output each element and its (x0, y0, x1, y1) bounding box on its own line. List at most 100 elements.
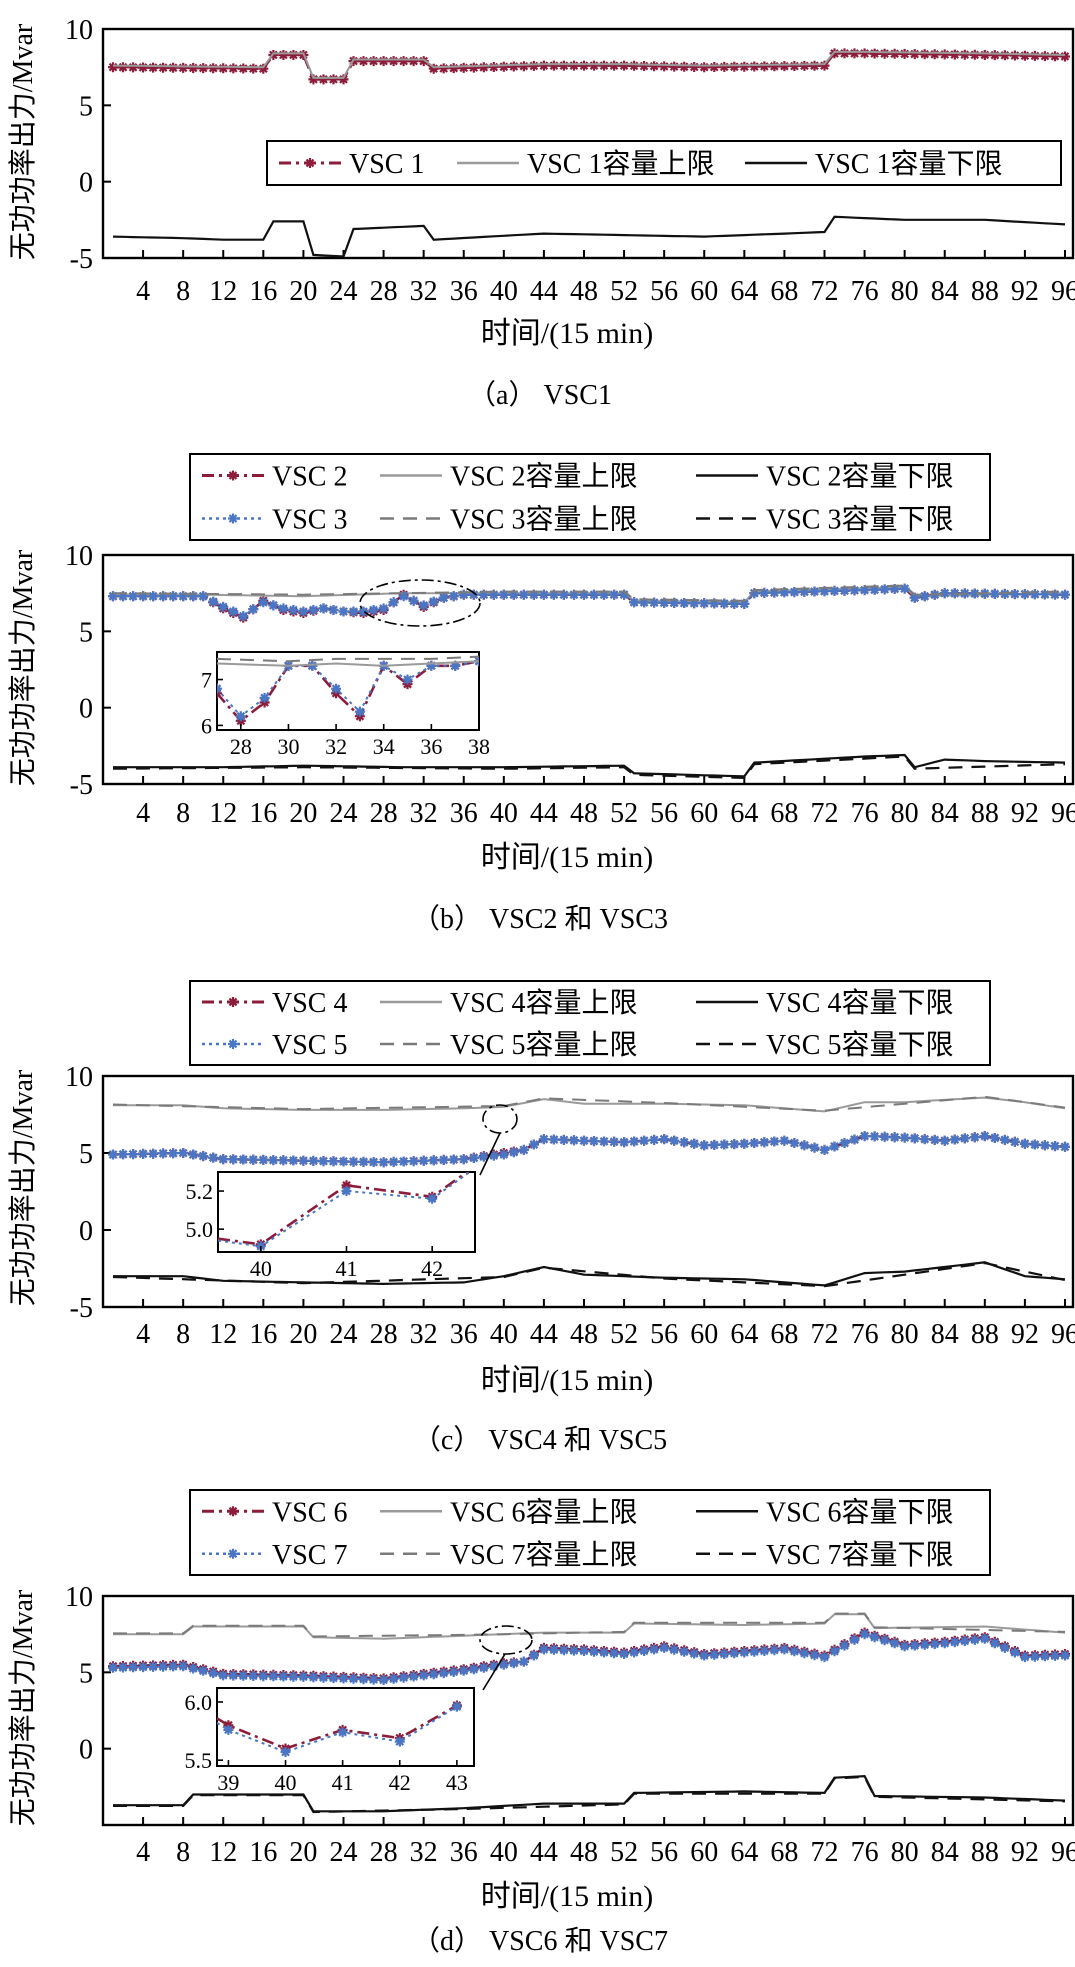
x-tick-label: 60 (690, 276, 718, 307)
series-point (749, 61, 760, 72)
series-point (538, 1644, 549, 1655)
series-point (809, 586, 820, 597)
series-point (198, 591, 209, 602)
series-point (308, 605, 319, 615)
series-point (528, 60, 539, 71)
plot-frame (101, 1074, 1075, 1309)
inset-series-point (223, 1724, 234, 1735)
legend-label: VSC 5容量下限 (766, 1029, 953, 1061)
series-point (619, 1649, 630, 1659)
x-tick-label: 84 (931, 798, 959, 829)
series-point (278, 1671, 289, 1682)
series-point (428, 1155, 439, 1166)
series-point (899, 1641, 910, 1652)
series-point (478, 589, 489, 600)
series-point (569, 1645, 579, 1656)
series-line (113, 753, 1066, 778)
series-point (108, 1662, 118, 1673)
x-tick-label: 60 (690, 1837, 718, 1868)
x-tick-label: 80 (891, 1319, 919, 1350)
y-tick-label: -5 (70, 770, 93, 801)
x-tick-label: 16 (249, 1837, 277, 1868)
series-point (368, 56, 379, 67)
series-point (699, 62, 710, 73)
x-tick-label: 92 (1011, 276, 1039, 307)
series-point (609, 589, 620, 600)
x-tick-label: 72 (810, 1837, 838, 1868)
series-point (128, 591, 139, 602)
inset-series-point (341, 1186, 352, 1196)
series-point (789, 1138, 800, 1148)
legend-label: VSC 6容量下限 (766, 1496, 953, 1528)
x-tick-label: 32 (410, 1837, 438, 1868)
series-point (388, 597, 399, 608)
legend-label: VSC 5 (272, 1030, 347, 1061)
series-point (378, 1675, 389, 1685)
series-point (799, 1140, 810, 1151)
series-point (298, 1155, 309, 1166)
series-point (699, 598, 710, 609)
series-point (679, 1137, 690, 1148)
series-point (569, 60, 579, 71)
series-point (789, 61, 800, 71)
series-point (548, 1134, 559, 1145)
series-point (348, 606, 359, 617)
x-tick-label: 84 (931, 1319, 959, 1350)
figure-caption: （c） VSC4 和 VSC5 (413, 1424, 667, 1456)
series-point (258, 1671, 269, 1682)
series-point (178, 1148, 189, 1158)
series-point (849, 585, 860, 596)
legend-label: VSC 6 (272, 1497, 347, 1528)
x-tick-label: 52 (610, 1837, 638, 1868)
x-tick-label: 68 (770, 1837, 798, 1868)
x-tick-label: 96 (1051, 1837, 1075, 1868)
series-point (819, 60, 830, 71)
series-point (889, 48, 900, 59)
series-point (729, 61, 740, 72)
series-point (388, 1673, 399, 1684)
series-point (558, 1134, 569, 1145)
series-point (969, 588, 980, 599)
series-group (108, 48, 1070, 258)
series-point (278, 1155, 289, 1166)
y-axis-label: 无功功率出力/Mvar (7, 1069, 39, 1306)
series-point (388, 1156, 399, 1167)
legend-marker (228, 1548, 238, 1559)
series-point (999, 1134, 1010, 1145)
series-point (999, 50, 1010, 61)
series-point (468, 1664, 479, 1675)
series-point (368, 1674, 379, 1685)
inset-x-tick-label: 34 (373, 734, 395, 759)
series-point (178, 62, 189, 73)
series-point (358, 56, 369, 67)
series-point (398, 1156, 409, 1167)
inset-y-tick-label: 6.0 (185, 1690, 213, 1715)
series-point (739, 598, 750, 609)
series-point (749, 1646, 760, 1657)
series-point (859, 585, 870, 596)
legend-label: VSC 1容量下限 (815, 148, 1002, 180)
x-tick-label: 28 (370, 1837, 398, 1868)
series-point (1019, 589, 1030, 600)
series-point (338, 1673, 349, 1684)
x-tick-label: 60 (690, 1319, 718, 1350)
series-point (909, 592, 920, 603)
series-point (208, 1152, 219, 1163)
series-point (609, 60, 620, 71)
x-tick-label: 40 (490, 1319, 518, 1350)
series-point (1050, 1650, 1060, 1661)
series-point (599, 60, 609, 71)
series-point (1060, 1141, 1070, 1152)
series-point (829, 1141, 840, 1152)
series-point (288, 1155, 299, 1166)
series-point (919, 1134, 930, 1145)
series-point (278, 50, 289, 60)
series-point (779, 587, 790, 598)
series-point (178, 591, 189, 602)
series-point (779, 61, 790, 72)
legend-label: VSC 7容量下限 (766, 1539, 953, 1571)
x-tick-label: 36 (450, 1319, 478, 1350)
zoom-connector (479, 1132, 501, 1176)
series-point (939, 49, 950, 60)
